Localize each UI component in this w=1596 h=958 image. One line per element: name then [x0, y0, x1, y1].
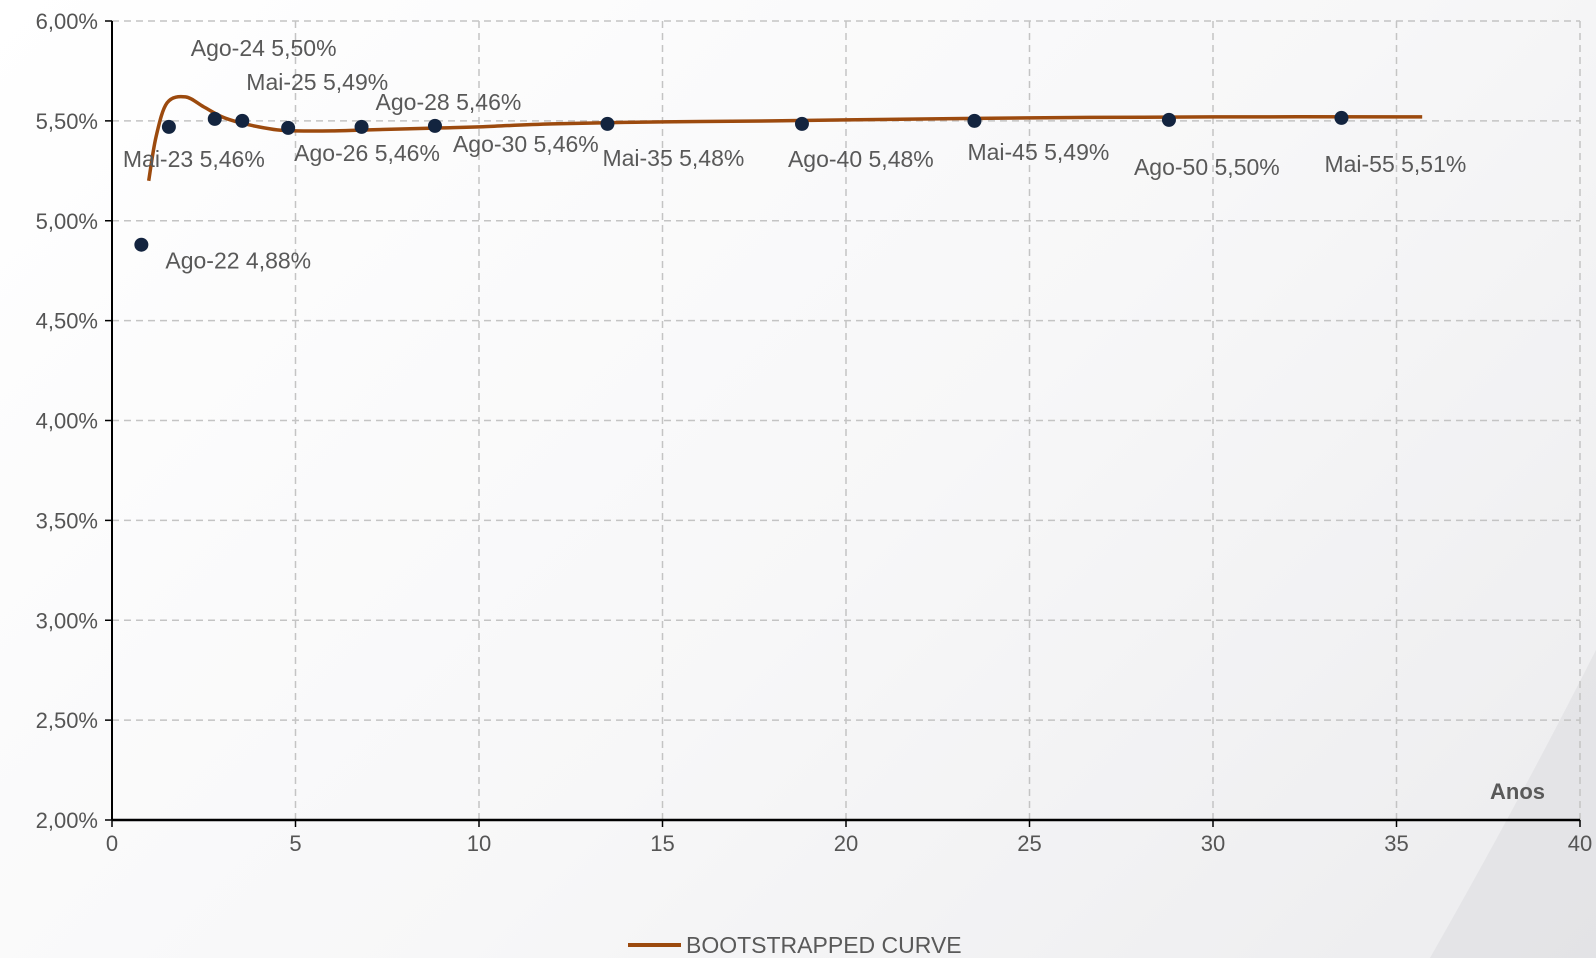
data-point-label: Mai-55 5,51% [1324, 151, 1466, 177]
x-tick-label: 20 [834, 831, 858, 856]
data-point [967, 113, 982, 128]
x-tick-label: 5 [289, 831, 301, 856]
data-point [1334, 110, 1349, 125]
x-tick-label: 30 [1201, 831, 1225, 856]
legend: BOOTSTRAPPED CURVE [628, 932, 962, 958]
data-point [207, 111, 222, 126]
y-tick-label: 2,50% [36, 708, 98, 733]
data-point [600, 116, 615, 131]
data-point-label: Ago-30 5,46% [453, 131, 599, 157]
y-tick-label: 4,00% [36, 409, 98, 434]
data-point [794, 116, 809, 131]
x-tick-label: 40 [1568, 831, 1592, 856]
data-point-label: Ago-26 5,46% [294, 140, 440, 166]
y-tick-label: 5,50% [36, 109, 98, 134]
data-point [354, 119, 369, 134]
data-point-label: Mai-45 5,49% [967, 139, 1109, 165]
data-point-label: Mai-23 5,46% [123, 146, 265, 172]
tick-labels: 2,00% 2,50% 3,00% 3,50% 4,00% 4,50% 5,00% 5,50%… [36, 9, 1593, 856]
data-point-label: Ago-50 5,50% [1134, 154, 1280, 180]
x-axis-title: Anos [1490, 779, 1545, 804]
data-point-label: Ago-22 4,88% [165, 248, 311, 274]
x-tick-label: 10 [467, 831, 491, 856]
y-tick-label: 3,50% [36, 508, 98, 533]
data-point [427, 118, 442, 133]
data-points [134, 110, 1349, 252]
bootstrapped-curve-series [146, 94, 1423, 182]
data-point-labels: Ago-22 4,88% Mai-23 5,46% Ago-24 5,50% Mai-… [123, 35, 1466, 274]
data-point-label: Ago-24 5,50% [191, 35, 337, 61]
x-tick-label: 15 [650, 831, 674, 856]
data-point-label: Mai-35 5,48% [602, 145, 744, 171]
bootstrapped-curve-line [146, 94, 1423, 182]
data-point [134, 237, 149, 252]
y-tick-label: 4,50% [36, 309, 98, 334]
data-point [235, 113, 250, 128]
data-point-label: Ago-28 5,46% [376, 89, 522, 115]
x-tick-label: 0 [106, 831, 118, 856]
corner-shading [1430, 650, 1596, 958]
x-tick-label: 25 [1017, 831, 1041, 856]
data-point [281, 120, 296, 135]
data-point-label: Mai-25 5,49% [246, 69, 388, 95]
y-tick-label: 6,00% [36, 9, 98, 34]
data-point [1161, 112, 1176, 127]
y-tick-label: 5,00% [36, 209, 98, 234]
y-tick-label: 3,00% [36, 608, 98, 633]
data-point-label: Ago-40 5,48% [788, 146, 934, 172]
x-tick-label: 35 [1384, 831, 1408, 856]
y-tick-label: 2,00% [36, 808, 98, 833]
axes [105, 20, 1581, 827]
data-point [161, 119, 176, 134]
legend-label: BOOTSTRAPPED CURVE [686, 932, 962, 958]
